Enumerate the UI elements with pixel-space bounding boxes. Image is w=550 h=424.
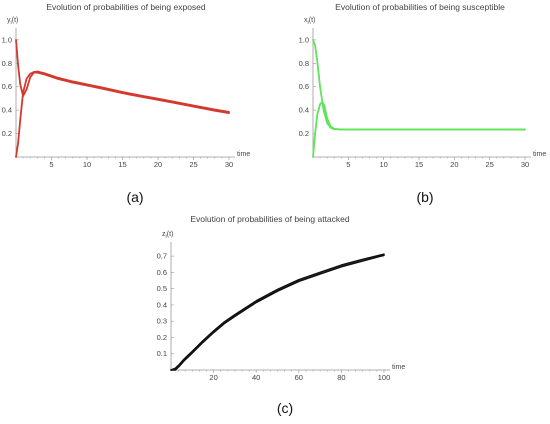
chart-c-panel-label: (c) — [277, 400, 293, 416]
chart-c-series-2-line — [170, 253, 385, 371]
chart-a-series-1-line — [15, 38, 230, 114]
chart-c-x-tick-label: 100 — [378, 373, 391, 382]
chart-c-x-tick-label: 40 — [252, 373, 260, 382]
chart-c-y-tick-label: 0.3 — [157, 317, 167, 326]
chart-a-y-label: yi(t) — [7, 17, 18, 26]
chart-b-y-tick-label: 0.2 — [299, 129, 309, 138]
chart-b-y-label: xi(t) — [304, 17, 315, 26]
chart-a-x-tick-label: 15 — [118, 160, 126, 169]
chart-c-y-tick-label: 0.5 — [157, 284, 167, 293]
chart-a-x-tick-label: 5 — [49, 160, 53, 169]
chart-a-y-tick-label: 0.6 — [2, 82, 12, 91]
chart-b-series-2-line — [312, 101, 526, 158]
chart-a-x-tick-label: 30 — [225, 160, 233, 169]
chart-c-series-1-line — [170, 254, 385, 371]
chart-b-x-tick-label: 5 — [346, 160, 350, 169]
chart-a-y-tick-label: 0.4 — [2, 106, 12, 115]
chart-b-x-tick-label: 10 — [379, 160, 387, 169]
chart-b-series-1-line — [312, 38, 526, 131]
chart-c-y-label: zi(t) — [162, 231, 173, 240]
chart-a-x-tick-label: 20 — [154, 160, 162, 169]
chart-a-x-tick-label: 25 — [189, 160, 197, 169]
chart-c-y-tick-label: 0.7 — [157, 252, 167, 261]
chart-b-panel-label: (b) — [416, 189, 433, 205]
chart-a-series-2-line — [15, 70, 230, 158]
chart-b-y-tick-label: 0.6 — [299, 82, 309, 91]
chart-c-y-tick-label: 0.4 — [157, 300, 167, 309]
chart-b-x-tick-label: 30 — [521, 160, 529, 169]
chart-b-x-tick-label: 20 — [450, 160, 458, 169]
chart-b-y-tick-label: 0.8 — [299, 59, 309, 68]
chart-a-panel-label: (a) — [126, 189, 143, 205]
chart-c-x-tick-label: 60 — [295, 373, 303, 382]
chart-b-x-tick-label: 15 — [415, 160, 423, 169]
chart-c-title: Evolution of probabilities of being atta… — [190, 214, 350, 224]
chart-b-y-tick-label: 0.4 — [299, 106, 309, 115]
chart-c-y-tick-label: 0.6 — [157, 268, 167, 277]
chart-a-x-tick-label: 10 — [83, 160, 91, 169]
chart-a-y-tick-label: 0.2 — [2, 129, 12, 138]
chart-c-x-tick-label: 20 — [209, 373, 217, 382]
chart-c-x-label: time — [392, 364, 405, 371]
chart-c-x-tick-label: 80 — [337, 373, 345, 382]
chart-a-x-label: time — [237, 151, 250, 158]
chart-c-y-tick-label: 0.2 — [157, 333, 167, 342]
chart-a-title: Evolution of probabilities of being expo… — [46, 2, 206, 12]
chart-c-y-tick-label: 0.1 — [157, 349, 167, 358]
chart-a-y-tick-label: 0.8 — [2, 59, 12, 68]
chart-b-x-tick-label: 25 — [485, 160, 493, 169]
chart-b-y-tick-label: 1.0 — [299, 35, 309, 44]
chart-b-x-label: time — [533, 151, 546, 158]
chart-b-title: Evolution of probabilities of being susc… — [335, 2, 505, 12]
chart-a-y-tick-label: 1.0 — [2, 35, 12, 44]
